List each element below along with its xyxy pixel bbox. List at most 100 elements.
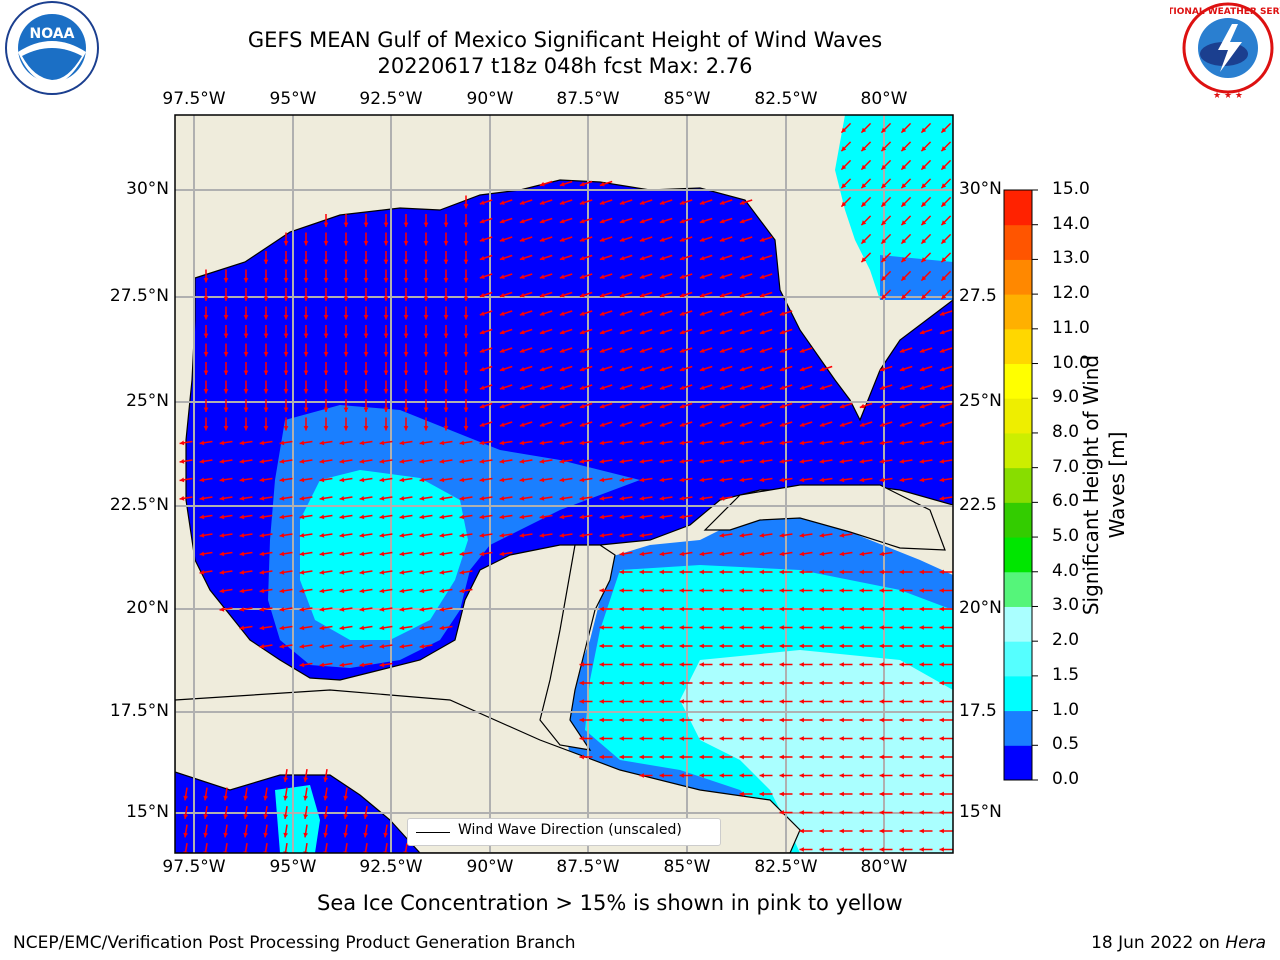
wind-arrow-head (303, 832, 309, 838)
wind-arrow-head (759, 736, 764, 741)
wind-arrow-head (779, 662, 784, 667)
wind-arrow-head (799, 754, 804, 760)
wind-arrow-head (279, 458, 285, 464)
wind-arrow-head (499, 385, 505, 390)
colorbar-tick-label: 2.0 (1052, 630, 1080, 651)
wind-arrow-head (799, 847, 804, 852)
wind-arrow-head (239, 440, 245, 446)
wind-arrow-head (343, 352, 349, 357)
wind-arrow-head (919, 699, 924, 704)
wind-arrow-head (639, 200, 645, 205)
wind-arrow-head (881, 220, 887, 226)
wind-arrow-head (459, 495, 465, 501)
svg-text:★ ★ ★: ★ ★ ★ (1213, 91, 1243, 101)
wind-arrow-head (343, 389, 349, 394)
wind-arrow-head (223, 389, 229, 394)
wind-arrow-head (639, 237, 645, 242)
wind-arrow-head (799, 440, 805, 446)
wind-arrow-head (579, 311, 585, 316)
wind-arrow-head (559, 255, 565, 261)
wind-arrow-head (679, 237, 685, 242)
wind-arrow-head (299, 495, 305, 501)
wind-arrow-head (359, 625, 365, 631)
wind-arrow-head (679, 717, 684, 723)
colorbar-swatch (1004, 710, 1032, 746)
wind-arrow-head (939, 403, 945, 409)
wind-arrow-head (819, 385, 825, 390)
wind-arrow-head (423, 352, 429, 357)
wind-arrow-head (719, 348, 725, 353)
wind-arrow-head (443, 426, 449, 431)
wind-arrow-head (941, 220, 947, 226)
lon-tick-label-bottom: 95°W (269, 857, 317, 877)
wind-arrow-head (223, 315, 229, 320)
wind-arrow-head (699, 200, 705, 205)
wind-arrow-head (941, 164, 947, 170)
wind-arrow-head (539, 514, 545, 520)
wind-arrow-head (479, 292, 485, 298)
wind-arrow-head (179, 458, 185, 464)
wind-arrow-head (519, 477, 525, 483)
wind-arrow-head (479, 440, 485, 446)
wind-arrow-head (279, 477, 285, 483)
wind-arrow-head (939, 791, 944, 797)
wind-arrow-head (359, 440, 365, 446)
wind-arrow-head (263, 426, 269, 431)
wind-arrow-head (479, 348, 485, 353)
wind-arrow-head (323, 241, 329, 246)
wind-arrow-head (499, 440, 505, 446)
wind-arrow-head (239, 458, 245, 464)
wind-arrow-head (619, 662, 624, 667)
wind-arrow-head (859, 440, 865, 446)
noaa-logo-text: NOAA (30, 26, 75, 42)
wind-arrow (184, 842, 188, 853)
wind-arrow-head (659, 569, 664, 575)
wind-arrow-head (323, 407, 329, 412)
wind-arrow-head (699, 717, 704, 723)
lat-tick-label-left: 22.5°N (109, 495, 169, 515)
wind-arrow-head (819, 662, 824, 667)
wind-arrow-head (879, 662, 884, 667)
wind-arrow-head (919, 458, 925, 464)
wind-arrow-head (739, 200, 745, 205)
lat-tick-label-left: 20°N (126, 598, 169, 618)
wind-arrow-head (779, 606, 784, 612)
wind-arrow-head (423, 407, 429, 412)
wind-arrow-head (659, 292, 665, 298)
wind-arrow-head (519, 403, 525, 409)
wind-arrow-head (819, 828, 824, 834)
wind-arrow-head (499, 551, 505, 557)
wind-arrow-head (239, 514, 245, 520)
wind-arrow-head (919, 366, 925, 372)
nws-logo-text: NATIONAL WEATHER SERVICE (1170, 7, 1280, 17)
wind-arrow-head (919, 588, 924, 593)
wind-arrow-head (383, 389, 389, 394)
wind-arrow-head (739, 551, 745, 557)
wind-arrow-head (579, 366, 585, 372)
wind-arrow-head (659, 366, 665, 372)
wind-arrow-head (259, 458, 265, 464)
wind-arrow-head (639, 569, 644, 575)
wind-arrow-head (539, 440, 545, 446)
wind-arrow-head (639, 643, 644, 649)
colorbar-label-line2: Waves [m] (1105, 431, 1129, 539)
wind-arrow-head (659, 699, 664, 704)
wind-arrow-head (639, 736, 644, 741)
wind-arrow-head (259, 625, 265, 631)
wind-arrow-head (819, 588, 824, 593)
wind-arrow-head (559, 200, 565, 205)
wind-arrow-head (639, 606, 644, 612)
wind-arrow-head (439, 458, 445, 464)
wind-arrow-head (859, 773, 864, 778)
wind-arrow-head (519, 200, 525, 205)
wind-arrow-head (679, 440, 685, 446)
wind-arrow-head (559, 348, 565, 353)
wind-arrow-head (403, 259, 409, 264)
wind-arrow-head (599, 514, 605, 520)
wind-arrow-head (403, 241, 409, 246)
wind-arrow-head (279, 625, 285, 631)
wind-arrow-head (243, 370, 249, 375)
wind-arrow-head (719, 200, 725, 205)
wind-arrow-head (379, 569, 385, 575)
wind-arrow-head (183, 814, 189, 819)
